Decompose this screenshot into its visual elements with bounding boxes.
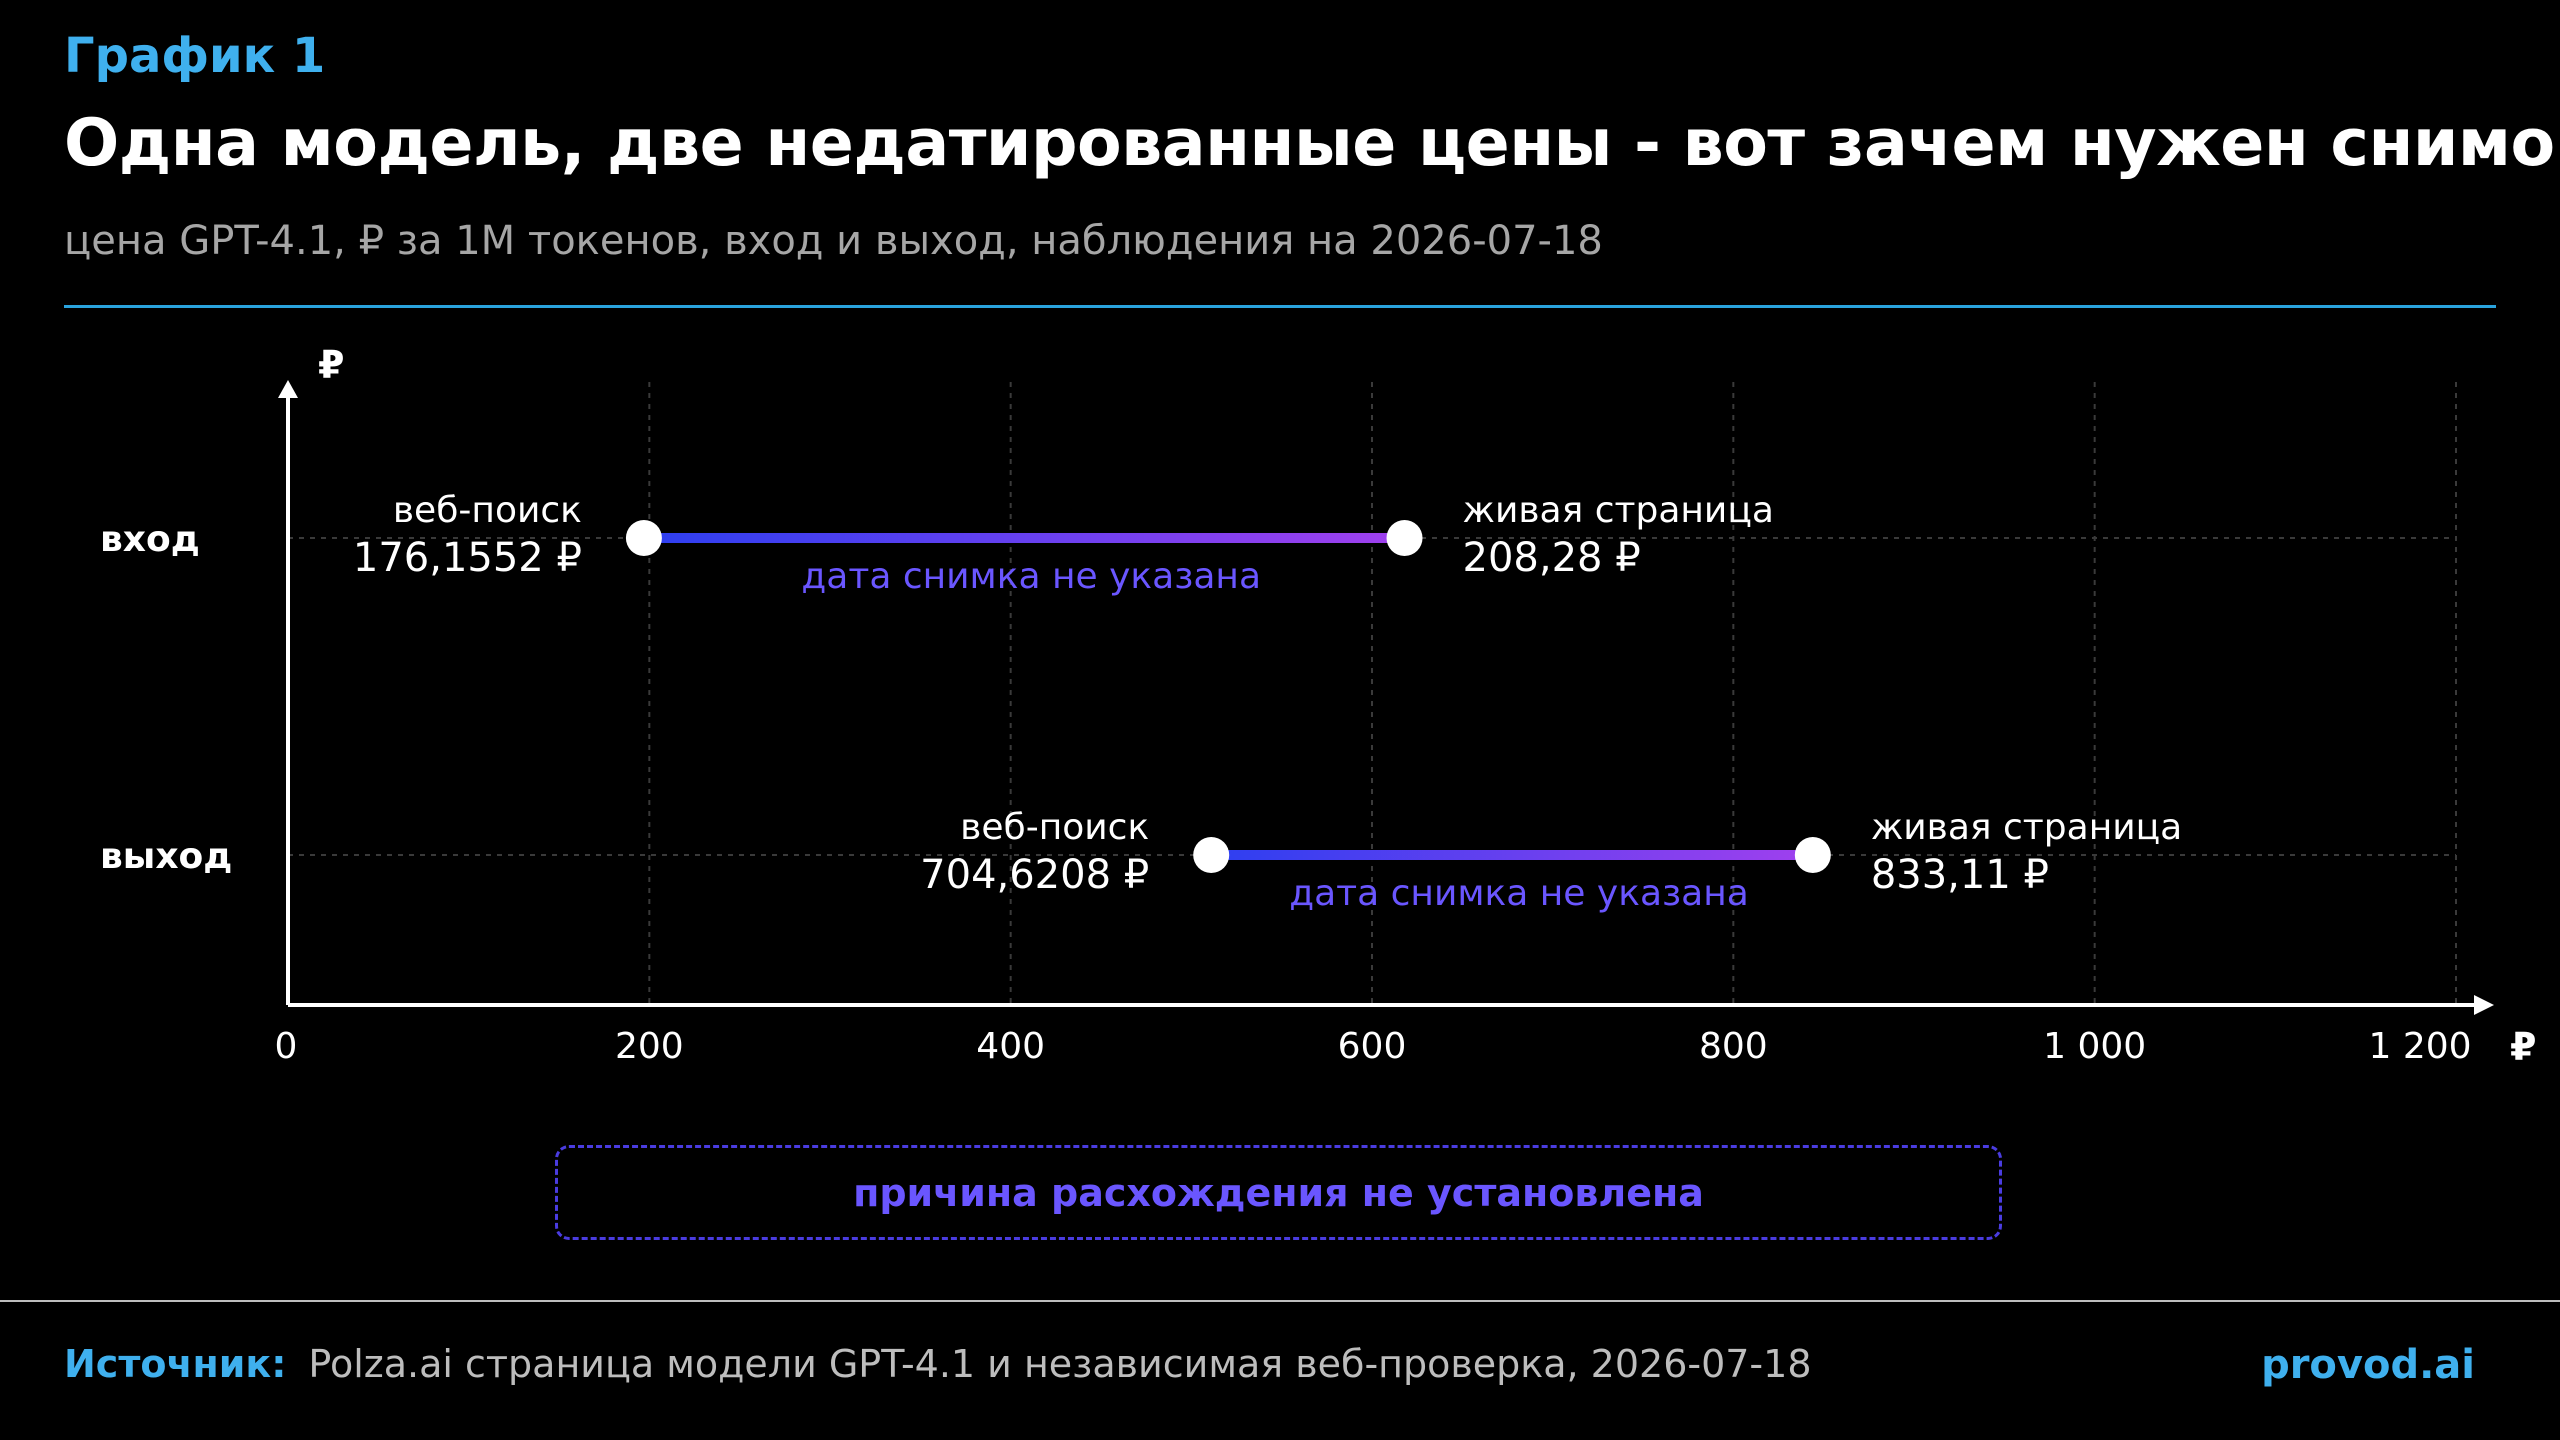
gap-note-label: дата снимка не указана (1289, 873, 1749, 914)
start-point (1193, 837, 1230, 873)
end-value-label: 208,28 ₽ (1463, 535, 1641, 581)
x-tick-label: 200 (615, 1026, 684, 1067)
dumbbell-bar (643, 533, 1405, 543)
x-tick-labels: 0 200 400 600 800 1 000 1 200 (275, 1026, 2472, 1067)
x-tick-label: 0 (275, 1026, 298, 1067)
y-axis-arrow-icon (278, 380, 298, 398)
x-tick-label: 1 000 (2043, 1026, 2146, 1067)
brand-link[interactable]: provod.ai (2261, 1342, 2475, 1388)
start-series-label: веб-поиск (960, 807, 1149, 848)
start-value-label: 176,1552 ₽ (353, 535, 582, 581)
axes: ₽₽ (278, 343, 2536, 1069)
end-point (1794, 837, 1831, 873)
row-category-label: выход (100, 836, 232, 877)
chart-kicker: График 1 (64, 28, 326, 84)
x-tick-label: 400 (976, 1026, 1045, 1067)
discrepancy-note: причина расхождения не установлена (555, 1145, 2002, 1240)
header-divider (64, 305, 2496, 308)
footer-source: Источник: Polza.ai страница модели GPT-4.… (64, 1342, 1812, 1386)
dumbbell-chart: ₽₽ 0 200 400 600 800 1 000 1 200 входвеб-поиск… (100, 343, 2536, 1069)
end-value-label: 833,11 ₽ (1871, 852, 2049, 898)
footer-divider (0, 1300, 2560, 1302)
source-label: Источник: (64, 1342, 287, 1386)
end-series-label: живая страница (1871, 807, 2182, 848)
chart-title: Одна модель, две недатированные цены - в… (64, 106, 2560, 181)
start-value-label: 704,6208 ₽ (920, 852, 1149, 898)
source-text: Polza.ai страница модели GPT-4.1 и незав… (308, 1342, 1812, 1386)
start-series-label: веб-поиск (393, 490, 582, 531)
start-point (625, 520, 662, 556)
gap-note-label: дата снимка не указана (801, 556, 1261, 597)
x-axis-arrow-icon (2474, 995, 2494, 1015)
dumbbell-bar (1211, 850, 1813, 860)
end-series-label: живая страница (1463, 490, 1774, 531)
row-category-label: вход (100, 519, 200, 560)
x-axis-unit: ₽ (2510, 1025, 2536, 1069)
end-point (1386, 520, 1423, 556)
x-tick-label: 1 200 (2368, 1026, 2471, 1067)
x-tick-label: 600 (1338, 1026, 1407, 1067)
chart-subtitle: цена GPT-4.1, ₽ за 1M токенов, вход и вы… (64, 218, 1603, 264)
x-tick-label: 800 (1699, 1026, 1768, 1067)
grid-lines (288, 382, 2457, 1005)
y-axis-unit: ₽ (318, 343, 344, 387)
